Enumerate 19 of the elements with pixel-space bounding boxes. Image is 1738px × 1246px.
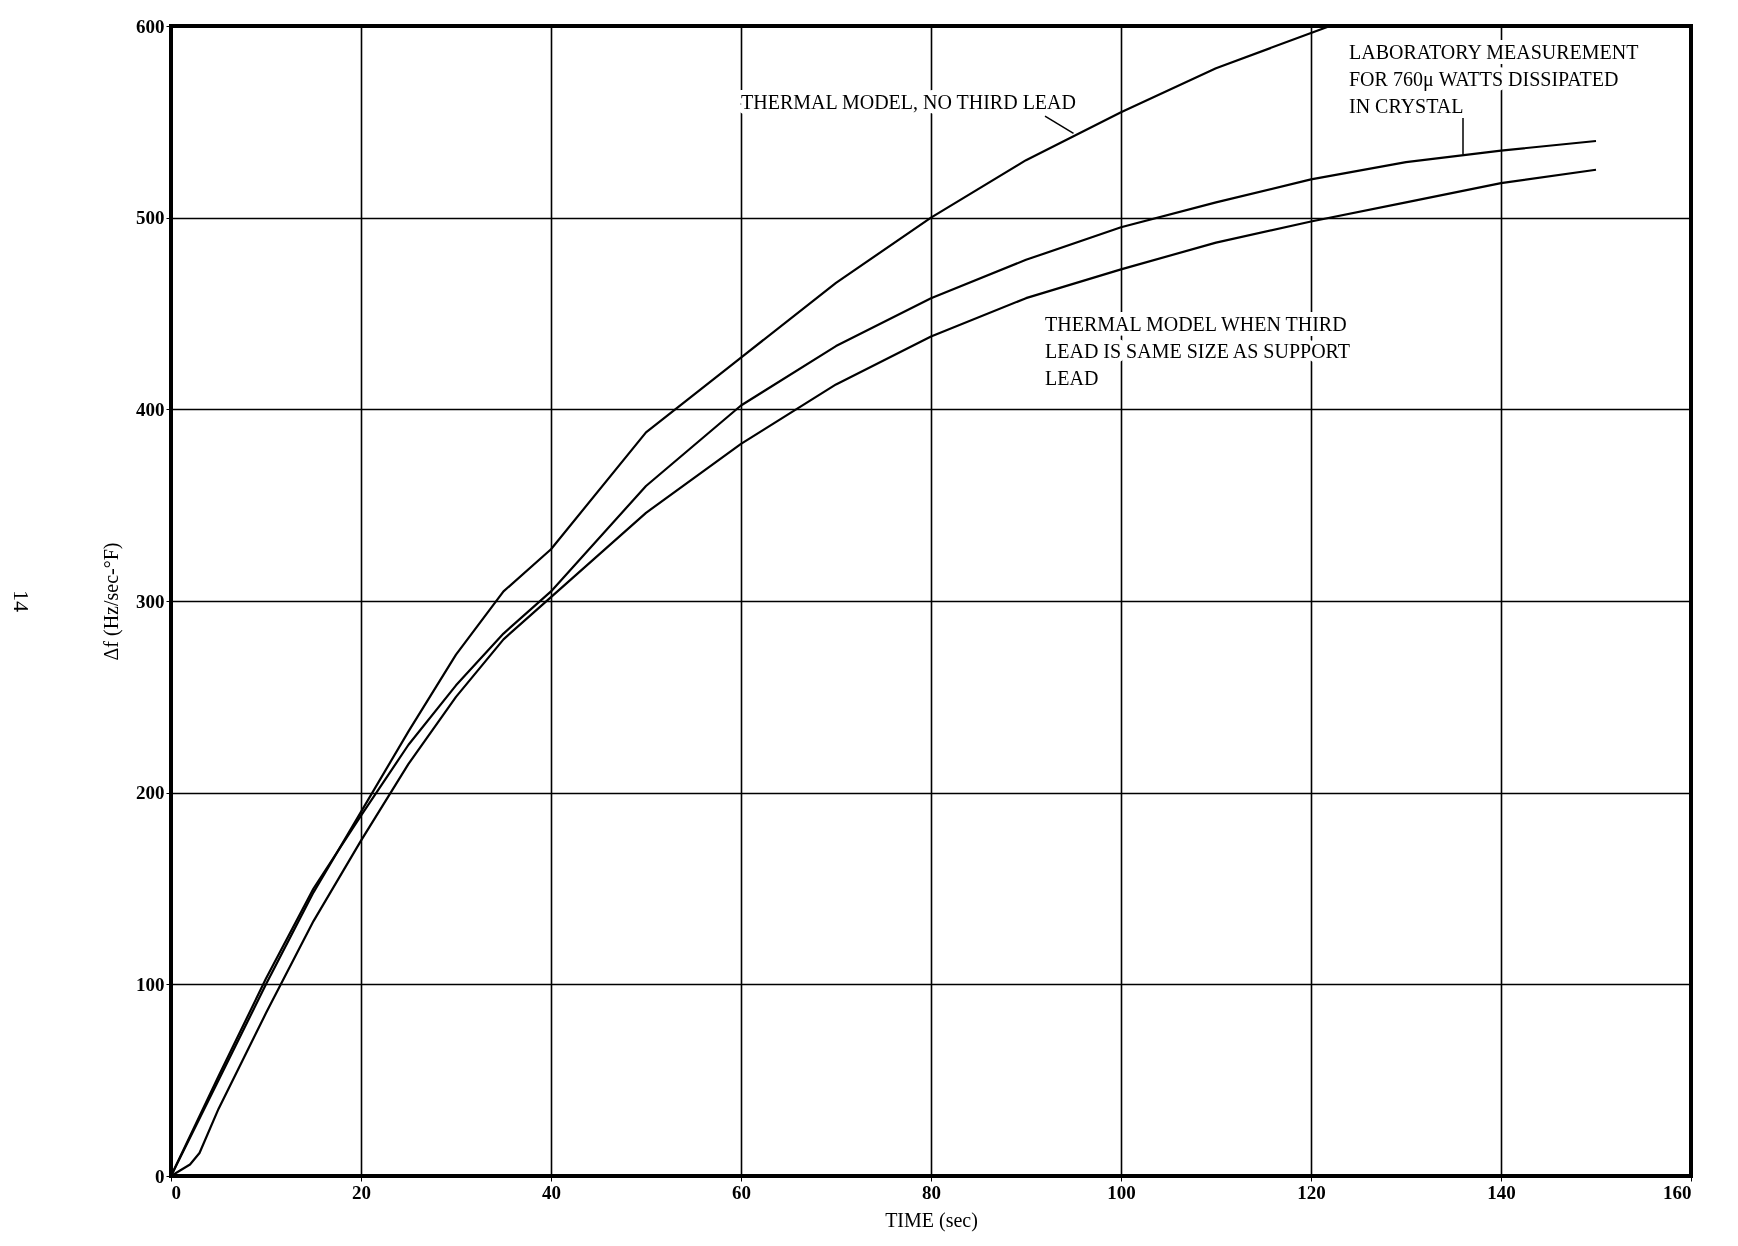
x-tick-label: 0: [171, 1181, 181, 1203]
y-axis-title: Δf (Hz/sec-°F): [100, 542, 123, 661]
y-tick-label: 200: [136, 782, 165, 804]
x-tick-label: 20: [352, 1181, 371, 1203]
y-tick-label: 100: [136, 973, 165, 995]
text: 14: [9, 590, 34, 612]
y-tick-label: 0: [155, 1165, 165, 1187]
y-tick-label: 400: [136, 398, 165, 420]
y-tick-label: 500: [136, 207, 165, 229]
x-tick-label: 40: [542, 1181, 561, 1203]
x-tick-label: 160: [1663, 1181, 1692, 1203]
y-tick-label: 300: [136, 590, 165, 612]
x-tick-label: 120: [1297, 1181, 1326, 1203]
x-axis-title: TIME (sec): [885, 1208, 978, 1232]
x-tick-label: 80: [922, 1181, 941, 1203]
x-tick-label: 100: [1107, 1181, 1136, 1203]
x-tick-label: 140: [1487, 1181, 1516, 1203]
x-tick-label: 60: [732, 1181, 751, 1203]
y-tick-label: 600: [136, 15, 165, 37]
